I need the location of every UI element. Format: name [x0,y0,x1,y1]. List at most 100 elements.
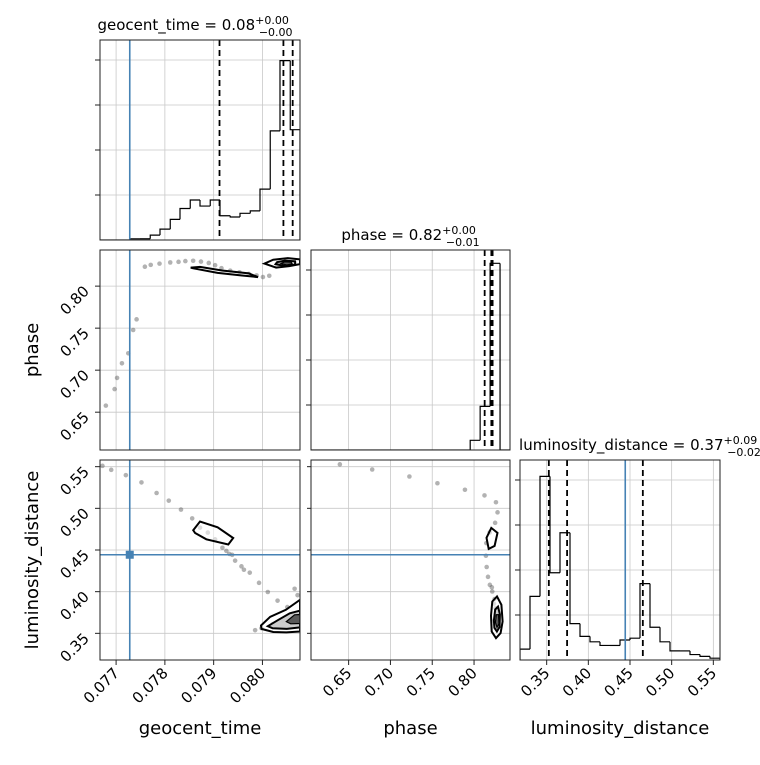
sample-point [232,558,238,563]
y-tick-label-phase: 0.65 [56,408,92,444]
x-tick-label-luminosity_distance: 0.55 [684,664,720,700]
sample-point [166,498,172,503]
x-tick-label-geocent_time: 0.078 [129,664,172,707]
sample-point [134,317,139,322]
histogram-bin [549,476,560,574]
histogram-bin [699,654,710,657]
histogram-bin [239,212,251,217]
y-tick-label-luminosity_distance: 0.35 [56,629,92,665]
contour-core [285,613,300,625]
sample-point [239,564,244,569]
sample-point [369,467,375,472]
x-tick-label-phase: 0.75 [403,664,439,700]
y-tick-label-luminosity_distance: 0.50 [56,504,92,540]
histogram-bin [289,60,300,131]
panel-frame [99,249,301,451]
sample-point [292,586,297,592]
sample-point [252,627,258,633]
histogram-bin [520,648,530,660]
contour-outer [191,520,235,546]
histogram-bin [499,263,510,450]
histogram-bin [639,583,650,639]
sample-point [103,403,109,408]
sample-point [224,548,229,554]
sample-point [266,273,272,279]
histogram-bin [229,215,240,218]
sample-point [337,462,343,467]
x-tick-label-luminosity_distance: 0.50 [642,664,678,700]
histogram-bin [689,650,700,656]
sample-point [108,467,114,473]
sample-point [462,487,468,493]
histogram-bin [149,234,160,239]
histogram-bin [479,405,491,441]
x-tick-label-luminosity_distance: 0.40 [559,664,595,700]
sample-point [130,327,136,333]
contour-outer [190,265,259,279]
histogram-bin [539,475,550,597]
sample-point [485,574,491,580]
x-tick-label-phase: 0.65 [319,664,355,700]
y-axis-label-phase: phase [22,323,43,377]
histogram-bars [311,250,510,450]
histogram-bin [659,627,670,643]
sample-point [206,260,212,266]
histogram-bin [269,130,280,190]
sample-point [212,262,218,268]
sample-point [139,480,144,485]
histogram-bin [489,262,501,407]
sample-point [148,262,154,268]
histogram-bin [579,623,590,637]
histogram-bin [599,641,610,647]
histogram-bin [159,228,171,236]
scatter-content [311,462,510,640]
x-tick-label-geocent_time: 0.077 [80,664,123,707]
sample-point [493,499,499,505]
sample-point [492,520,498,526]
x-tick-label-luminosity_distance: 0.35 [517,664,553,700]
sample-point [167,260,173,265]
sample-point [295,592,300,598]
contour-core [494,613,500,629]
sample-point [484,564,489,570]
histogram-bin [559,532,570,573]
histogram-bin [189,199,200,209]
sample-point [189,516,195,521]
sample-point [178,507,184,512]
y-tick-label-luminosity_distance: 0.40 [56,588,92,624]
sample-point [256,580,262,586]
histogram-bin [669,641,680,652]
histogram-bin [529,595,540,650]
panel-frame [310,249,511,451]
sample-point [275,598,280,603]
scatter-panel-phase_luminosity_distance [310,459,511,661]
histogram-bin [259,188,271,211]
histogram-bin [179,207,191,220]
sample-point [220,545,225,551]
y-tick-label-luminosity_distance: 0.45 [56,546,92,582]
sample-point [489,585,495,590]
contour-outer [485,526,499,551]
x-tick-label-phase: 0.80 [445,664,481,700]
histogram-panel-geocent_time: geocent_time = 0.08+0.00 −0.00 [95,14,301,241]
sample-point [190,258,196,264]
sample-point [489,589,495,594]
x-tick-label-geocent_time: 0.079 [177,664,220,707]
sample-point [495,510,500,515]
contour-core [279,261,294,266]
histogram-bin [569,532,580,625]
x-tick-label-luminosity_distance: 0.45 [600,664,636,700]
histogram-panel-luminosity_distance: luminosity_distance = 0.37+0.09 −0.02 [515,434,760,661]
sample-point [407,474,412,479]
scatter-content [100,460,300,660]
sample-point [482,493,487,498]
y-tick-label-phase: 0.70 [56,366,92,402]
y-tick-label-phase: 0.75 [56,324,92,360]
sample-point [241,567,247,573]
sample-point [435,480,440,486]
histogram-bin [249,210,260,214]
histogram-bars [520,460,720,660]
x-axis-label-geocent_time: geocent_time [139,718,262,739]
